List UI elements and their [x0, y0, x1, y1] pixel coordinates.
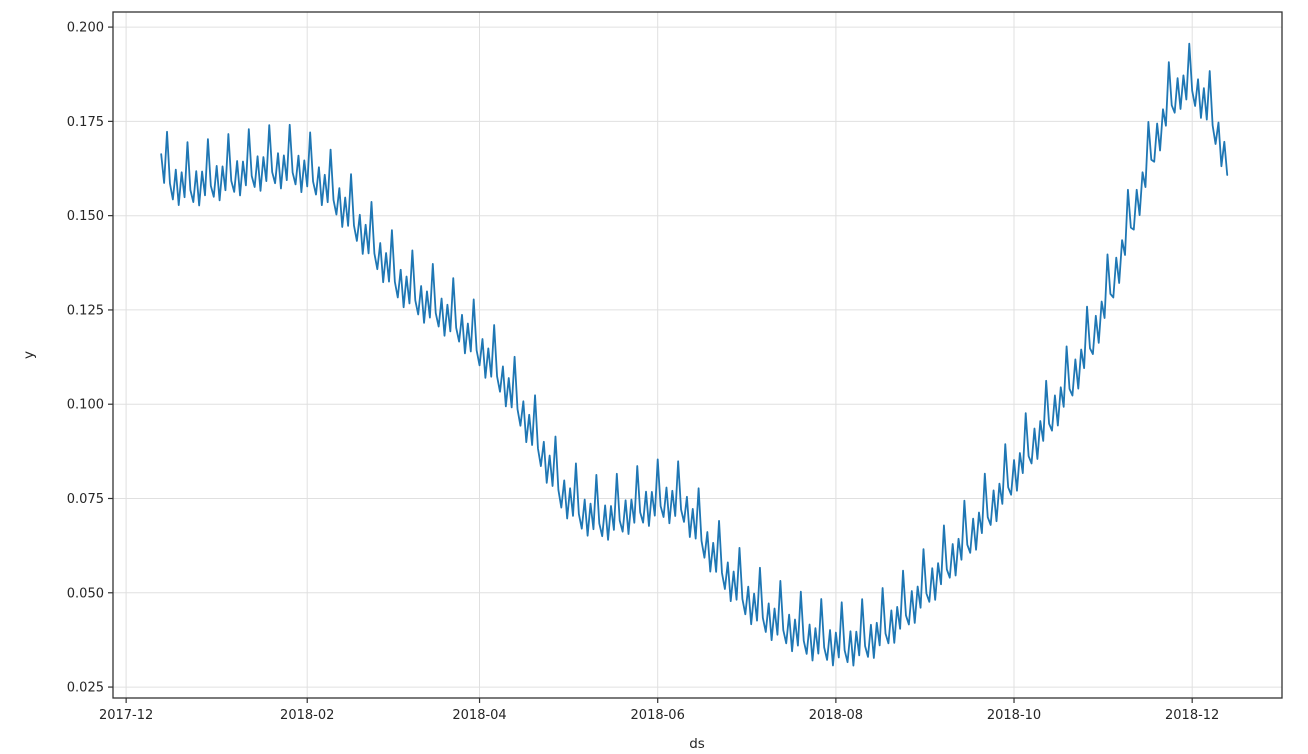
- x-tick-label: 2018-12: [1165, 708, 1219, 723]
- y-tick-label: 0.075: [67, 492, 104, 507]
- tick-labels-layer: 2017-12 2018-02 2018-04 2018-06 2018-08 2018-…: [67, 21, 1220, 723]
- y-tick-label: 0.050: [67, 586, 104, 601]
- x-tick-label: 2018-04: [452, 708, 506, 723]
- y-tick-label: 0.200: [67, 21, 104, 36]
- x-tick-label: 2018-08: [809, 708, 863, 723]
- y-tick-label: 0.025: [67, 681, 104, 696]
- y-tick-label: 0.175: [67, 115, 104, 130]
- data-line-y: [160, 42, 1229, 667]
- y-tick-label: 0.100: [67, 398, 104, 413]
- x-tick-label: 2018-02: [280, 708, 334, 723]
- plot-area: [113, 12, 1282, 698]
- x-tick-label: 2017-12: [99, 708, 153, 723]
- y-axis-label: y: [21, 351, 37, 359]
- x-tick-label: 2018-10: [987, 708, 1041, 723]
- y-tick-label: 0.125: [67, 303, 104, 318]
- axes-layer: [108, 11, 1283, 703]
- axes-spines: [112, 11, 1283, 699]
- y-tick-label: 0.150: [67, 209, 104, 224]
- plot-background-layer: [113, 12, 1282, 698]
- grid-layer: [113, 12, 1282, 698]
- x-axis-label: ds: [689, 736, 705, 752]
- x-tick-label: 2018-06: [631, 708, 685, 723]
- series-layer: [160, 42, 1229, 667]
